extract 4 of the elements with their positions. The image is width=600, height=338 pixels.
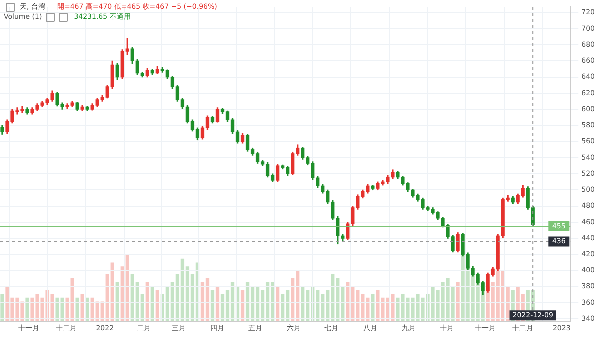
bar xyxy=(26,298,30,322)
bar xyxy=(456,282,460,322)
bar xyxy=(0,294,4,322)
bar xyxy=(506,286,510,322)
